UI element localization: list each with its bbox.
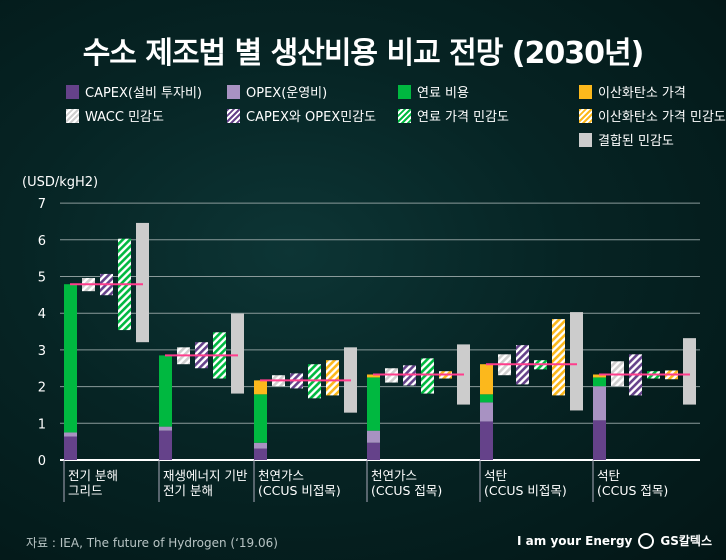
category-label: 천연가스 (CCUS 비접목) [258, 468, 341, 498]
legend-swatch [579, 108, 592, 123]
y-tick-label: 5 [38, 271, 46, 286]
legend-label: 연료 가격 민감도 [417, 110, 509, 125]
legend-label: 연료 비용 [417, 86, 469, 101]
source-note: 자료 : IEA, The future of Hydrogen (‘19.06… [26, 536, 278, 550]
y-axis-unit: (USD/kgH2) [22, 175, 99, 190]
category-label: 석탄 (CCUS 접목) [597, 468, 669, 498]
legend-label: OPEX(운영비) [246, 86, 328, 101]
chart-title: 수소 제조법 별 생산비용 비교 전망 (2030년) [82, 36, 645, 71]
legend-label: 이산화탄소 가격 민감도 [598, 110, 726, 125]
category-label: 재생에너지 기반 전기 분해 [163, 468, 248, 498]
bar-opex [593, 386, 606, 421]
y-tick-label: 6 [38, 234, 46, 249]
bar-opex [159, 426, 172, 431]
bar-capex [593, 420, 606, 460]
bar-carbon [593, 374, 606, 378]
category-label: 석탄 (CCUS 비접목) [484, 468, 567, 498]
bar-capex [254, 448, 267, 460]
legend-label: CAPEX와 OPEX민감도 [246, 110, 377, 125]
legend-item: 연료 비용 [398, 82, 469, 101]
legend-item: 연료 가격 민감도 [398, 106, 509, 125]
category-label: 천연가스 (CCUS 접목) [371, 468, 443, 498]
bar-fuel [159, 355, 172, 427]
legend-item: CAPEX와 OPEX민감도 [227, 106, 376, 125]
legend-item: WACC 민감도 [66, 106, 164, 125]
bar-capex [64, 436, 77, 460]
legend-swatch [579, 132, 592, 147]
bar-opex [64, 432, 77, 437]
legend-label: 결합된 민감도 [598, 134, 674, 149]
legend-item: CAPEX(설비 투자비) [66, 82, 202, 101]
slogan: I am your Energy [517, 533, 633, 548]
gs-logo-icon [638, 532, 655, 549]
bar-capex [367, 442, 380, 460]
bar-fuel [367, 377, 380, 431]
legend-label: CAPEX(설비 투자비) [85, 86, 203, 101]
bar-opex [480, 402, 493, 422]
bar-carbon [254, 380, 267, 395]
legend-swatch [66, 84, 79, 99]
y-tick-label: 3 [38, 344, 46, 359]
legend-item: 결합된 민감도 [579, 130, 674, 149]
sensitivity-bar-fuel [421, 358, 434, 394]
sensitivity-bar-combined [136, 222, 149, 343]
legend-swatch [398, 108, 411, 123]
y-tick-label: 1 [38, 417, 46, 432]
y-tick-label: 0 [38, 454, 46, 469]
bar-carbon [367, 374, 380, 378]
legend-swatch [227, 84, 240, 99]
bar-fuel [593, 377, 606, 387]
bar-opex [367, 430, 380, 443]
brand: I am your Energy GS칼텍스 [517, 532, 712, 549]
bar-capex [480, 421, 493, 460]
sensitivity-bar-carbon [326, 360, 339, 396]
sensitivity-bar-combined [683, 338, 696, 405]
y-tick-label: 7 [38, 197, 46, 212]
y-tick-label: 4 [38, 307, 46, 322]
legend-swatch [227, 108, 240, 123]
legend-swatch [398, 84, 411, 99]
legend-swatch [579, 84, 592, 99]
legend-label: WACC 민감도 [85, 110, 164, 125]
logo-text: GS칼텍스 [660, 534, 712, 548]
legend-swatch [66, 108, 79, 123]
legend-label: 이산화탄소 가격 [598, 86, 686, 101]
bar-fuel [64, 284, 77, 433]
bar-carbon [480, 364, 493, 395]
sensitivity-bar-combined [231, 313, 244, 394]
bar-fuel [254, 394, 267, 443]
y-tick-label: 2 [38, 381, 46, 396]
sensitivity-bar-carbon [552, 319, 565, 396]
bar-opex [254, 442, 267, 449]
sensitivity-bar-combined [570, 312, 583, 411]
legend-item: OPEX(운영비) [227, 82, 327, 101]
category-label: 전기 분해 그리드 [68, 468, 118, 498]
bar-fuel [480, 394, 493, 403]
legend-item: 이산화탄소 가격 [579, 82, 686, 101]
legend-item: 이산화탄소 가격 민감도 [579, 106, 726, 125]
bar-capex [159, 430, 172, 460]
